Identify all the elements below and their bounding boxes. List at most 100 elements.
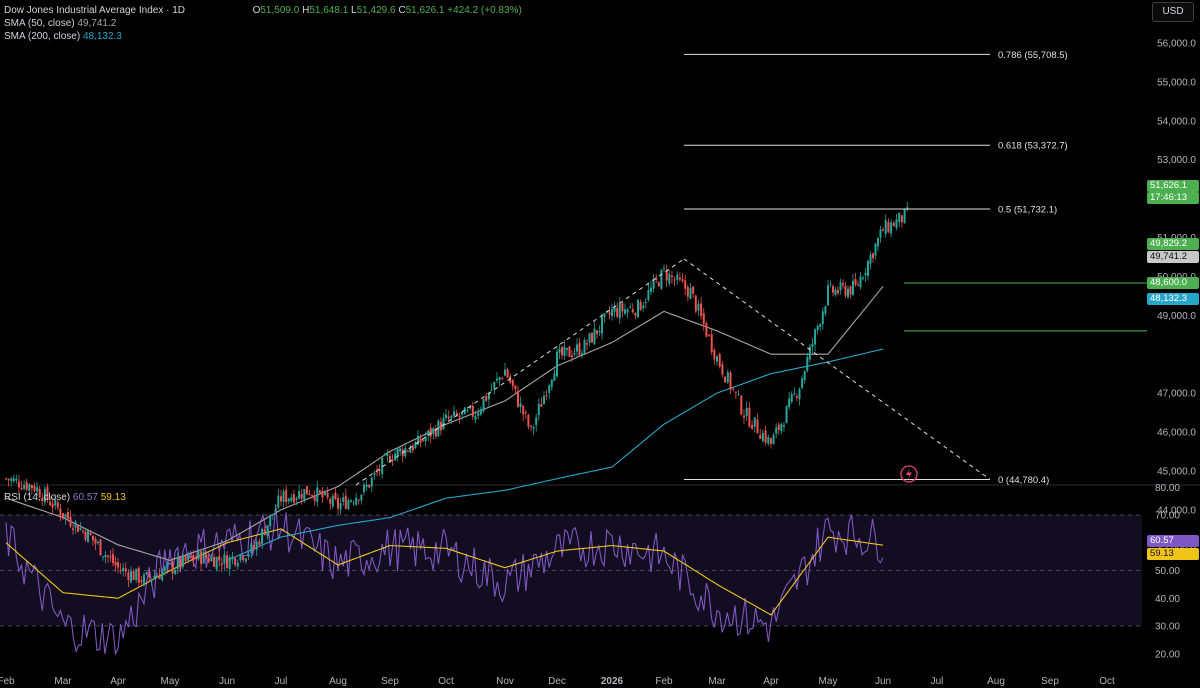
candle-body: [684, 280, 687, 289]
candle-body: [775, 427, 778, 434]
time-tick-label: Apr: [110, 676, 126, 687]
candle-body: [849, 286, 852, 295]
candle-body: [642, 305, 645, 309]
time-axis[interactable]: Feb Mar Apr May Jun Jul Aug Sep Oct Nov Dec 2026 Feb…: [0, 676, 1115, 687]
candle-body: [748, 407, 751, 427]
candle-body: [386, 454, 389, 456]
candle-body: [176, 558, 179, 569]
candle-body: [12, 478, 15, 482]
candle-body: [450, 415, 453, 419]
candle-body: [903, 208, 906, 224]
candle-body: [487, 393, 490, 400]
candle-body: [573, 353, 576, 355]
high-value: 51,648.1: [309, 5, 349, 16]
candle-body: [561, 347, 563, 356]
candle-body: [104, 554, 107, 558]
fib-level-label: 0 (44,780.4): [998, 475, 1049, 486]
trend-line-down[interactable]: [683, 258, 991, 480]
symbol-title[interactable]: Dow Jones Industrial Average Index · 1D: [4, 5, 186, 16]
drawing-tools[interactable]: 0.786 (55,708.5) 0.618 (53,372.7) 0.5 (51,…: [355, 50, 1147, 486]
candle-body: [220, 563, 223, 566]
sma-50-price-tag: 49,741.2: [1147, 251, 1199, 263]
rsi-ma-price-tag: 59.13: [1147, 548, 1199, 560]
candle-body: [202, 552, 205, 564]
candle-body: [432, 428, 435, 435]
candle-body: [660, 269, 663, 289]
sma-200-value: 48,132.3: [82, 31, 122, 42]
candle-body: [657, 282, 660, 287]
candle-body: [114, 561, 117, 566]
candle-body: [231, 556, 234, 560]
candle-body: [46, 486, 49, 500]
candle-body: [689, 287, 692, 299]
candle-body: [877, 238, 879, 247]
last-price-tag: 51,626.1: [1147, 180, 1199, 192]
candle-body: [697, 303, 700, 311]
candle-body: [391, 459, 394, 461]
candle-body: [442, 418, 445, 429]
candle-body: [872, 253, 874, 259]
candle-body: [477, 412, 480, 416]
candle-body: [143, 574, 145, 584]
candle-body: [898, 212, 901, 222]
trend-line-up[interactable]: [355, 258, 685, 486]
candle-body: [819, 324, 822, 328]
candle-body: [282, 491, 285, 502]
time-tick-label: Nov: [496, 676, 514, 687]
candle-body: [458, 416, 461, 418]
candle-body: [743, 415, 745, 418]
candle-body: [655, 277, 658, 280]
candle-body: [381, 458, 384, 475]
candle-body: [184, 554, 187, 561]
price-tick-label: 44,000.0: [1157, 505, 1196, 516]
price-tick-label: 46,000.0: [1157, 428, 1196, 439]
candle-body: [54, 499, 57, 506]
candle-body: [665, 270, 668, 281]
candle-body: [89, 532, 92, 536]
candle-body: [509, 376, 512, 383]
time-tick-label: Apr: [763, 676, 779, 687]
candle-body: [295, 498, 298, 500]
candle-body: [576, 344, 578, 352]
candle-body: [59, 508, 62, 516]
sma-50-legend[interactable]: SMA (50, close) 49,741.2: [4, 17, 116, 30]
candle-body: [650, 287, 652, 292]
rsi-label: RSI (14, close): [4, 492, 71, 503]
candle-body: [396, 448, 399, 456]
candle-body: [571, 355, 573, 358]
candle-body: [583, 340, 586, 354]
sma-200-legend[interactable]: SMA (200, close) 48,132.3: [4, 30, 122, 43]
candle-body: [223, 554, 226, 564]
symbol-legend: Dow Jones Industrial Average Index · 1D …: [4, 4, 522, 17]
price-tick-label: 47,000.0: [1157, 389, 1196, 400]
high-label: H: [302, 5, 310, 16]
rsi-price-tag: 60.57: [1147, 535, 1199, 547]
candle-body: [844, 285, 847, 296]
candle-body: [234, 558, 237, 565]
currency-button[interactable]: USD: [1152, 2, 1194, 22]
candle-body: [514, 385, 517, 390]
candle-body: [389, 455, 391, 462]
price-axis[interactable]: 56,000.055,000.054,000.053,000.052,000.0…: [1155, 39, 1196, 661]
candle-body: [427, 430, 430, 436]
rsi-legend[interactable]: RSI (14, close) 60.57 59.13: [4, 491, 126, 504]
candle-body: [808, 346, 811, 360]
candle-body: [292, 494, 295, 503]
time-tick-label: Sep: [1041, 676, 1059, 687]
candle-body: [793, 393, 796, 395]
candle-body: [342, 497, 345, 502]
candle-body: [271, 514, 274, 516]
candlestick-series[interactable]: [5, 201, 909, 588]
price-tick-label: 56,000.0: [1157, 39, 1196, 50]
candle-body: [99, 539, 102, 556]
candle-body: [545, 395, 548, 397]
candle-body: [119, 570, 122, 572]
candle-body: [269, 514, 272, 527]
candle-body: [318, 490, 321, 493]
candle-body: [87, 530, 89, 543]
candle-body: [568, 346, 571, 357]
candle-body: [102, 556, 104, 558]
candle-body: [132, 571, 135, 581]
candle-body: [892, 222, 895, 227]
